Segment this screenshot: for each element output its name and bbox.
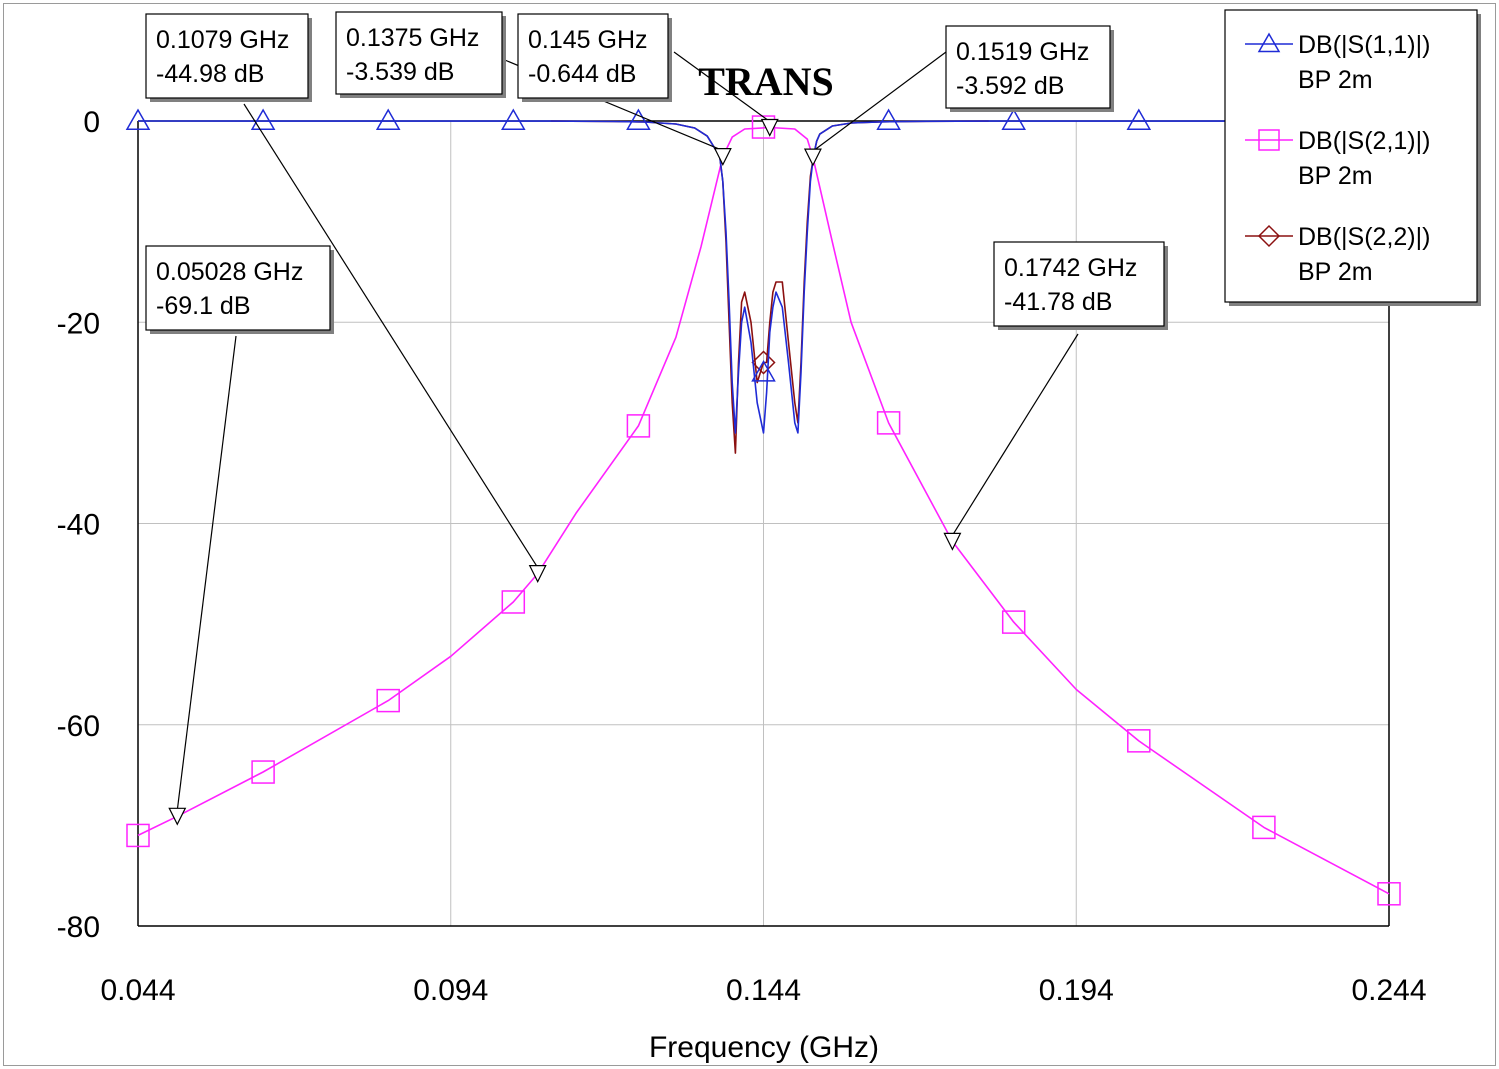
marker-box xyxy=(993,241,1165,327)
data-point-triangle xyxy=(1126,108,1152,130)
marker-leader-line xyxy=(673,51,771,122)
marker-triangle xyxy=(803,148,822,167)
x-tick-label: 0.094 xyxy=(413,974,488,1007)
data-point-square xyxy=(876,411,901,435)
marker-leader-line xyxy=(243,103,539,568)
data-point-diamond xyxy=(1257,224,1281,248)
marker-freq-label: 0.1519 GHz xyxy=(956,38,1089,66)
marker-value-label: -41.78 dB xyxy=(1004,288,1112,316)
x-axis-label: Frequency (GHz) xyxy=(649,1031,879,1064)
series-line-s21 xyxy=(137,126,1390,895)
data-point-triangle xyxy=(1257,32,1281,53)
chart-title: TRANS xyxy=(698,59,834,104)
legend-series-name: DB(|S(1,1)|) xyxy=(1298,31,1430,59)
legend-box xyxy=(1224,9,1478,303)
marker-freq-label: 0.1375 GHz xyxy=(346,24,479,52)
data-point-square xyxy=(1001,610,1026,634)
data-point-diamond xyxy=(751,350,776,375)
legend-series-sub: BP 2m xyxy=(1298,162,1373,190)
data-point-triangle xyxy=(1001,108,1026,130)
marker-leader-line xyxy=(951,333,1079,536)
data-point-square xyxy=(376,688,400,713)
marker-box xyxy=(945,25,1111,109)
marker-box xyxy=(335,11,503,95)
marker-box xyxy=(145,13,309,99)
data-point-square xyxy=(501,590,526,614)
data-point-triangle xyxy=(626,108,651,130)
marker-freq-label: 0.145 GHz xyxy=(528,26,648,54)
x-tick-label: 0.144 xyxy=(726,974,801,1007)
grid-lines xyxy=(138,121,1389,926)
data-point-square xyxy=(1258,129,1280,151)
marker-freq-label: 0.1742 GHz xyxy=(1004,254,1137,282)
data-point-triangle xyxy=(501,108,526,130)
y-tick-label: -20 xyxy=(57,307,100,340)
marker-value-label: -3.592 dB xyxy=(956,72,1064,100)
marker-freq-label: 0.05028 GHz xyxy=(156,258,303,286)
series-s22 xyxy=(550,120,989,454)
series-s21 xyxy=(126,115,1401,906)
data-point-square xyxy=(626,414,651,438)
x-tick-label: 0.044 xyxy=(100,974,175,1007)
legend-series-name: DB(|S(2,2)|) xyxy=(1298,223,1430,251)
data-point-square xyxy=(1127,729,1151,753)
series-line-s22 xyxy=(550,120,989,454)
legend-series-sub: BP 2m xyxy=(1298,66,1373,94)
marker-triangle xyxy=(943,532,962,551)
marker-triangle xyxy=(713,148,732,166)
data-point-square xyxy=(126,823,150,848)
y-tick-label: 0 xyxy=(83,106,100,139)
marker-box xyxy=(517,13,669,99)
x-tick-label: 0.194 xyxy=(1039,974,1114,1007)
marker-triangle xyxy=(760,118,779,137)
marker-value-label: -69.1 dB xyxy=(156,292,251,320)
data-point-triangle xyxy=(375,108,401,130)
legend-series-name: DB(|S(2,1)|) xyxy=(1298,127,1430,155)
y-tick-label: -40 xyxy=(57,509,100,542)
marker-triangle xyxy=(528,565,547,583)
data-point-triangle xyxy=(250,108,276,130)
marker-leader-line xyxy=(176,335,237,811)
y-tick-label: -80 xyxy=(57,911,100,944)
marker-leader-line xyxy=(812,51,947,152)
data-point-square xyxy=(251,760,275,784)
data-point-triangle xyxy=(751,360,776,382)
legend: DB(|S(1,1)|) BP 2m DB(|S(2,1)|) BP 2m DB(|S(… xyxy=(1224,9,1481,306)
marker-value-label: -0.644 dB xyxy=(528,60,636,88)
x-tick-label: 0.244 xyxy=(1351,974,1426,1007)
marker-annotations: 0.05028 GHz -69.1 dB 0.1079 GHz -44.98 dB 0.… xyxy=(145,11,1168,826)
data-point-square xyxy=(1252,815,1276,840)
data-point-triangle xyxy=(125,108,151,130)
marker-value-label: -3.539 dB xyxy=(346,58,454,86)
marker-freq-label: 0.1079 GHz xyxy=(156,26,289,54)
marker-value-label: -44.98 dB xyxy=(156,60,264,88)
legend-series-sub: BP 2m xyxy=(1298,258,1373,286)
marker-box xyxy=(145,245,331,331)
y-tick-label: -60 xyxy=(57,710,100,743)
data-point-square xyxy=(1377,882,1401,906)
marker-triangle xyxy=(168,807,187,826)
data-point-triangle xyxy=(876,108,901,130)
